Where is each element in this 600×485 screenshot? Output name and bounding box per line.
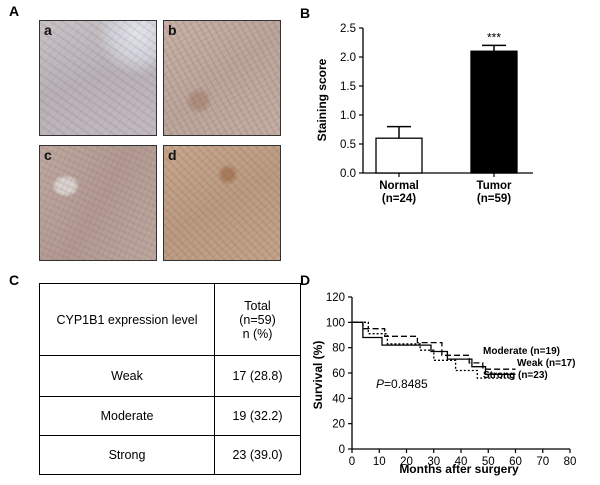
row-value: 17 (28.8): [214, 355, 301, 397]
row-level: Strong: [39, 435, 215, 475]
panel-label-b: B: [300, 5, 311, 21]
x-tick-label: 40: [455, 456, 468, 468]
header-total-line3: n (%): [242, 326, 273, 341]
table-header-row: CYP1B1 expression level Total (n=59) n (…: [39, 283, 301, 356]
table-row: Moderate 19 (32.2): [39, 396, 301, 436]
header-total: Total (n=59) n (%): [214, 283, 301, 356]
p-value-text: =0.8485: [384, 377, 428, 391]
y-tick-label: 0.5: [340, 139, 356, 151]
category-label: Tumor: [477, 180, 512, 192]
x-tick-label: 0: [349, 456, 355, 468]
y-tick-label: 0.0: [340, 168, 356, 180]
y-tick-label: 120: [326, 292, 345, 304]
table-row: Weak 17 (28.8): [39, 355, 301, 397]
months-axis-label: Months after surgery: [399, 462, 519, 476]
category-label: Normal: [379, 180, 419, 192]
y-tick-label: 100: [326, 317, 345, 329]
x-tick-label: 10: [373, 456, 386, 468]
panel-label-d: D: [300, 272, 311, 288]
header-total-line1: Total: [244, 298, 271, 313]
bar-tumor: [470, 50, 518, 174]
y-tick-label: 1.5: [340, 81, 356, 93]
y-tick-label: 40: [332, 393, 345, 405]
table-row: Strong 23 (39.0): [39, 435, 301, 475]
x-tick-label: 70: [536, 456, 549, 468]
micrograph-c-label: c: [44, 147, 52, 163]
staining-score-axis-label: Staining score: [315, 58, 329, 141]
y-tick-label: 80: [332, 343, 345, 355]
significance-annotation: ***: [487, 30, 501, 44]
survival-curve-moderate: [352, 321, 516, 370]
staining-score-bar-chart: 0.0 0.5 1.0 1.5 2.0 2.5 Normal(n=24) Tumor(n=5…: [315, 23, 533, 205]
cyp1b1-expression-table: CYP1B1 expression level Total (n=59) n (…: [39, 283, 301, 475]
bar-normal: [375, 137, 423, 174]
legend-label: Moderate (n=19): [483, 346, 560, 357]
survival-curve-strong: [352, 321, 516, 379]
micrograph-b: b: [163, 20, 281, 136]
row-level: Moderate: [39, 396, 215, 436]
header-expression-level: CYP1B1 expression level: [39, 283, 215, 356]
x-tick-label: 30: [427, 456, 440, 468]
micrograph-d-label: d: [168, 147, 177, 163]
y-tick-label: 0: [339, 444, 345, 456]
y-tick-label: 20: [332, 419, 345, 431]
y-tick-label: 2.0: [340, 52, 356, 64]
survival-axis-label: Survival (%): [311, 341, 325, 410]
y-tick-label: 2.5: [340, 23, 356, 35]
x-tick-label: 60: [509, 456, 522, 468]
x-tick-label: 20: [400, 456, 413, 468]
p-value-label: P=0.8485: [376, 377, 428, 391]
survival-curve-weak: [352, 321, 516, 375]
survival-curve-chart: 0 20 40 60 80 100 120 0 10 20 30 40 50 60 70 80 Moderat…: [311, 292, 577, 476]
legend-label: Weak (n=17): [517, 358, 575, 369]
micrograph-d: d: [163, 145, 281, 261]
x-tick-label: 80: [564, 456, 577, 468]
legend-label: Strong (n=23): [483, 370, 548, 381]
x-tick-label: 50: [482, 456, 495, 468]
row-value: 23 (39.0): [214, 435, 301, 475]
micrograph-b-label: b: [168, 22, 177, 38]
micrograph-c: c: [39, 145, 157, 261]
category-n-label: (n=24): [382, 193, 416, 205]
row-level: Weak: [39, 355, 215, 397]
micrograph-a-label: a: [44, 22, 52, 38]
y-tick-label: 1.0: [340, 110, 356, 122]
category-n-label: (n=59): [477, 193, 511, 205]
header-total-line2: (n=59): [239, 312, 276, 327]
panel-label-a: A: [9, 3, 20, 19]
row-value: 19 (32.2): [214, 396, 301, 436]
micrograph-a: a: [39, 20, 157, 136]
panel-label-c: C: [9, 272, 20, 288]
p-value-prefix: P: [376, 377, 384, 391]
y-tick-label: 60: [332, 368, 345, 380]
